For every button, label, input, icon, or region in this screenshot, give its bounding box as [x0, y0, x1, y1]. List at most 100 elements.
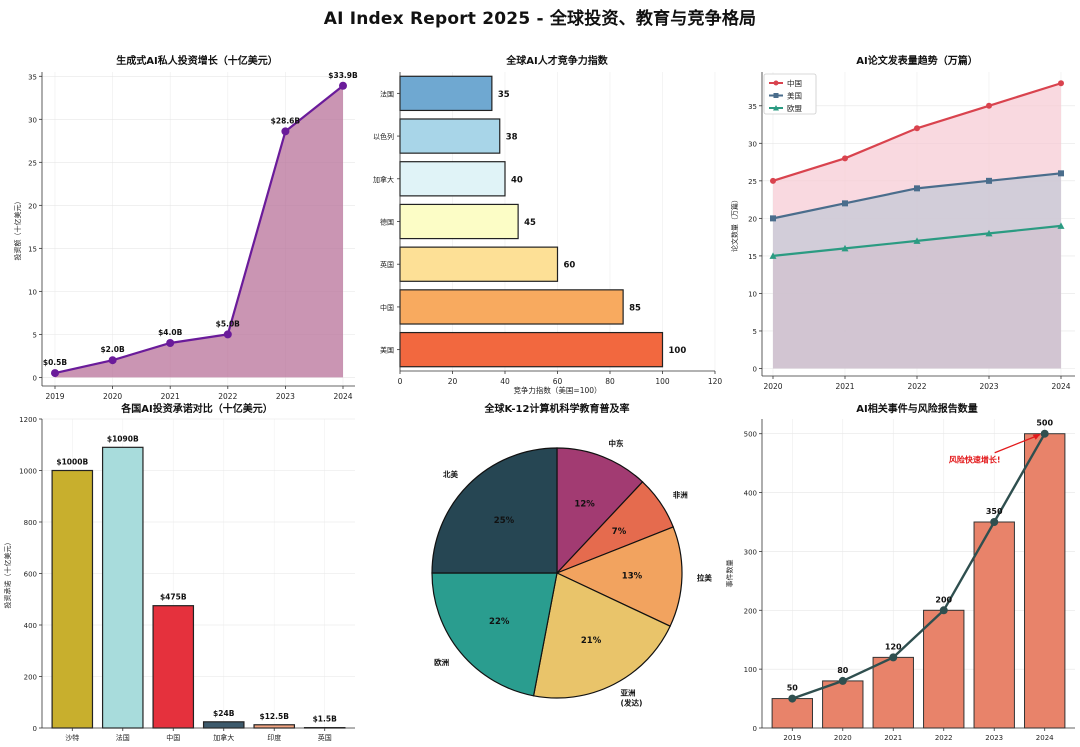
- data-point: [985, 229, 993, 237]
- bar: [51, 469, 94, 729]
- data-label: $24B: [213, 709, 235, 718]
- x-axis-label: 竞争力指数（美国=100）: [513, 385, 601, 395]
- y-axis-label: 投资承诺（十亿美元）: [3, 539, 12, 609]
- y-tick-label: 400: [744, 490, 757, 498]
- data-label: 200: [935, 595, 952, 604]
- data-point: [770, 177, 776, 184]
- data-label: 40: [511, 175, 523, 185]
- y-tick-label: 5: [753, 328, 757, 336]
- x-tick-label: 100: [655, 377, 670, 386]
- x-tick-label: 2023: [979, 382, 998, 391]
- x-tick-label: 2024: [1036, 734, 1054, 742]
- y-tick-label: 100: [744, 666, 757, 674]
- data-label: $475B: [160, 593, 187, 602]
- y-tick-label: 400: [24, 622, 37, 630]
- data-label: $28.6B: [271, 116, 301, 125]
- pie-category-label: 拉美: [697, 572, 712, 582]
- y-tick-label: 法国: [380, 89, 394, 98]
- x-tick-label: 2019: [45, 392, 64, 401]
- x-tick-label: 2021: [884, 734, 902, 742]
- legend-marker: [773, 105, 779, 111]
- k12-education-pie-chart: 全球K-12计算机科学教育普及率 12% 中东 7% 非洲 13% 拉美 21% 亚洲(发达) 2…: [431, 402, 712, 708]
- bar: [152, 605, 195, 729]
- pie-slice: [431, 572, 558, 697]
- data-point: [1057, 222, 1065, 229]
- bar: [771, 698, 813, 729]
- data-label: 350: [986, 507, 1003, 516]
- x-tick-label: 120: [708, 377, 723, 386]
- y-tick-label: 德国: [380, 218, 394, 227]
- y-tick-label: 1000: [19, 468, 37, 476]
- bar: [822, 680, 864, 729]
- x-tick-label: 2019: [783, 734, 801, 742]
- x-tick-label: 沙特: [65, 733, 79, 742]
- series-line: [54, 84, 344, 375]
- legend-marker: [773, 80, 779, 86]
- bar: [399, 246, 559, 282]
- data-label: 85: [629, 303, 641, 313]
- x-tick-label: 2023: [276, 392, 295, 401]
- x-tick-label: 2020: [103, 392, 122, 401]
- y-tick-label: 30: [748, 140, 757, 148]
- x-tick-label: 2022: [907, 382, 926, 391]
- pie-pct-label: 13%: [622, 571, 643, 581]
- pie-category-label: 欧洲: [434, 657, 449, 667]
- annotation-arrow: [994, 434, 1040, 454]
- chart-title: 全球K-12计算机科学教育普及率: [484, 402, 630, 415]
- data-point: [788, 694, 797, 703]
- data-point: [939, 606, 948, 615]
- trend-line: [791, 433, 1046, 700]
- legend-marker: [773, 93, 779, 98]
- y-tick-label: 5: [33, 331, 37, 339]
- pie-pct-label: 21%: [581, 636, 602, 646]
- data-point: [769, 252, 777, 259]
- y-tick-label: 0: [33, 374, 37, 382]
- data-point: [1040, 429, 1049, 438]
- y-tick-label: 15: [28, 245, 37, 253]
- data-label: 60: [564, 261, 576, 271]
- data-point: [914, 125, 920, 132]
- pie-pct-label: 12%: [574, 499, 595, 509]
- data-label: $0.5B: [43, 358, 68, 367]
- x-tick-label: 印度: [267, 733, 281, 742]
- data-point: [842, 200, 848, 207]
- y-tick-label: 0: [33, 725, 37, 733]
- y-tick-label: 35: [748, 103, 757, 111]
- y-tick-label: 0: [753, 365, 757, 373]
- ai-incidents-chart: AI相关事件与风险报告数量 0 100 200 300 400 500 2019 2020 202…: [725, 402, 1075, 742]
- y-tick-label: 25: [748, 178, 757, 186]
- x-tick-label: 加拿大: [213, 733, 234, 742]
- y-axis-label: 投资额（十亿美元）: [13, 198, 22, 261]
- y-tick-label: 美国: [380, 346, 394, 355]
- data-label: $5.0B: [216, 319, 241, 328]
- x-tick-label: 2020: [763, 382, 782, 391]
- y-tick-label: 0: [753, 725, 757, 733]
- data-label: 45: [524, 218, 536, 228]
- pie-slice: [431, 447, 558, 574]
- data-point: [913, 237, 921, 244]
- bar: [101, 446, 144, 729]
- talent-index-chart: 全球AI人才竞争力指数 0 20 40 60 80 100 120 35 法国 38 以色列 40 加拿大…: [373, 54, 723, 395]
- data-label: $12.5B: [259, 712, 289, 721]
- pie-category-label: 中东: [609, 438, 624, 448]
- x-tick-label: 法国: [116, 733, 130, 742]
- y-tick-label: 10: [28, 288, 37, 296]
- x-tick-label: 2021: [835, 382, 854, 391]
- x-tick-label: 0: [398, 377, 403, 386]
- data-label: $4.0B: [158, 328, 183, 337]
- y-tick-label: 中国: [380, 303, 394, 312]
- data-point: [51, 369, 59, 378]
- pie-category-label: 亚洲(发达): [621, 689, 643, 708]
- y-tick-label: 200: [744, 607, 757, 615]
- chart-title: 各国AI投资承诺对比（十亿美元）: [120, 402, 272, 415]
- data-point: [339, 81, 347, 90]
- data-point: [990, 518, 999, 526]
- data-point: [986, 102, 992, 109]
- main-title: AI Index Report 2025 - 全球投资、教育与竞争格局: [323, 9, 757, 29]
- bar: [1024, 433, 1066, 729]
- data-point: [841, 244, 849, 252]
- legend-label: 中国: [787, 78, 802, 88]
- data-label: $33.9B: [328, 71, 358, 80]
- data-point: [108, 356, 117, 365]
